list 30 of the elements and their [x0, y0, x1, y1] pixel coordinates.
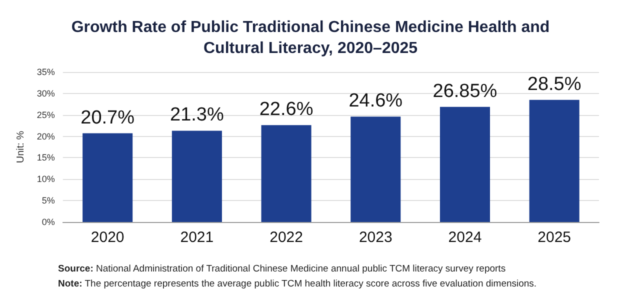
bar	[82, 133, 133, 222]
y-axis-title: Unit: %	[16, 130, 26, 164]
data-label: 28.5%	[527, 74, 582, 95]
bar	[350, 116, 401, 222]
x-tick-label: 2022	[270, 229, 303, 246]
x-tick-label: 2023	[358, 229, 392, 246]
text: Note: The percentage represents the average public TCM health literacy score across five evaluation dimensions.	[58, 278, 537, 290]
bar	[440, 106, 490, 222]
y-tick-label: 25%	[36, 110, 55, 120]
y-tick-label: 5%	[42, 196, 55, 206]
y-tick-label: 10%	[36, 174, 55, 184]
y-tick-label: 35%	[36, 67, 55, 77]
x-tick-label: 2021	[180, 229, 214, 246]
data-label: 20.7%	[80, 107, 135, 128]
bar	[529, 100, 580, 222]
y-tick-label: 0%	[42, 217, 55, 227]
data-label: 22.6%	[259, 99, 314, 120]
x-tick-label: 2024	[448, 229, 482, 246]
x-tick-label: 2025	[538, 229, 572, 246]
data-label: 21.3%	[170, 104, 224, 126]
bar	[261, 125, 312, 222]
source-note: Source: National Administration of Traditional Chinese Medicine annual public TCM literacy survey reports	[58, 264, 506, 274]
bar	[172, 130, 222, 222]
y-tick-label: 30%	[36, 88, 55, 98]
data-label: 26.85%	[432, 80, 498, 102]
y-tick-label: 15%	[36, 152, 55, 163]
chart-title: Growth Rate of Public Traditional Chinese Medicine Health and Cultural Literacy, 2020–2025	[71, 19, 550, 57]
x-tick-label: 2020	[90, 229, 124, 246]
data-label: 24.6%	[348, 90, 403, 112]
y-tick-label: 20%	[36, 131, 55, 142]
